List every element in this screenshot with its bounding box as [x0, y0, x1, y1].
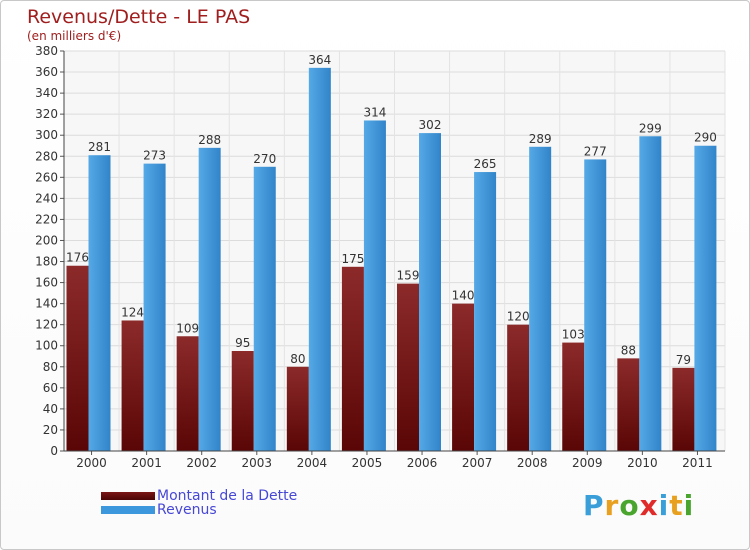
bar-revenus	[419, 133, 441, 451]
y-tick-label: 340	[35, 86, 58, 100]
y-tick-label: 0	[50, 444, 58, 458]
value-label-debt: 120	[507, 310, 530, 324]
x-tick-label: 2009	[572, 456, 603, 470]
x-tick-label: 2011	[682, 456, 713, 470]
logo-letter: r	[604, 489, 620, 522]
x-tick-label: 2001	[131, 456, 162, 470]
legend-label-debt: Montant de la Dette	[157, 488, 298, 504]
value-label-debt: 103	[562, 328, 585, 342]
bar-debt	[452, 303, 475, 451]
value-label-revenus: 281	[88, 140, 111, 154]
logo-letter: i	[658, 489, 670, 522]
y-tick-label: 60	[43, 381, 58, 395]
y-tick-label: 240	[35, 191, 58, 205]
y-tick-label: 100	[35, 339, 58, 353]
legend-label-revenus: Revenus	[157, 502, 217, 518]
legend-item-revenus: Revenus	[101, 502, 217, 518]
x-tick-label: 2004	[297, 456, 328, 470]
y-tick-label: 160	[35, 276, 58, 290]
bar-debt	[231, 351, 254, 451]
value-label-revenus: 364	[308, 53, 331, 67]
bar-debt	[341, 266, 364, 451]
bar-debt	[562, 342, 585, 451]
value-label-debt: 79	[676, 353, 691, 367]
y-tick-label: 140	[35, 297, 58, 311]
value-label-revenus: 288	[198, 133, 221, 147]
x-tick-label: 2000	[76, 456, 107, 470]
y-tick-label: 120	[35, 318, 58, 332]
bar-debt	[286, 366, 309, 451]
bar-debt	[66, 265, 89, 451]
y-tick-label: 280	[35, 149, 58, 163]
y-tick-label: 180	[35, 255, 58, 269]
value-label-debt: 175	[341, 252, 364, 266]
y-tick-label: 380	[35, 44, 58, 58]
legend-item-debt: Montant de la Dette	[101, 488, 297, 504]
x-tick-label: 2005	[352, 456, 383, 470]
y-tick-label: 80	[43, 360, 58, 374]
bar-revenus	[584, 159, 607, 451]
value-label-debt: 95	[235, 336, 250, 350]
bar-revenus	[308, 67, 331, 451]
bar-debt	[672, 367, 695, 451]
x-tick-label: 2008	[517, 456, 548, 470]
value-label-revenus: 270	[253, 152, 276, 166]
legend-swatch-revenus	[101, 506, 155, 514]
bar-revenus	[474, 172, 497, 452]
bar-debt	[176, 336, 199, 451]
bar-revenus	[198, 147, 221, 451]
value-label-debt: 88	[621, 343, 636, 357]
value-label-revenus: 290	[694, 131, 717, 145]
bar-debt	[507, 324, 530, 451]
y-tick-label: 300	[35, 128, 58, 142]
x-tick-label: 2006	[407, 456, 438, 470]
bar-revenus	[143, 163, 166, 451]
x-tick-label: 2007	[462, 456, 493, 470]
y-tick-label: 200	[35, 233, 58, 247]
bar-revenus	[253, 166, 276, 451]
y-tick-label: 320	[35, 107, 58, 121]
value-label-debt: 124	[121, 305, 144, 319]
chart-title: Revenus/Dette - LE PAS	[27, 6, 251, 28]
x-tick-label: 2002	[186, 456, 217, 470]
value-label-revenus: 277	[584, 144, 607, 158]
value-label-revenus: 299	[639, 121, 662, 135]
bar-revenus	[639, 136, 662, 451]
bar-revenus	[694, 145, 717, 451]
bar-revenus	[529, 146, 552, 451]
value-label-revenus: 273	[143, 149, 166, 163]
bar-debt	[617, 358, 640, 451]
bar-debt	[397, 283, 419, 451]
x-tick-label: 2003	[242, 456, 273, 470]
y-tick-label: 20	[43, 423, 58, 437]
logo-letter: P	[583, 489, 605, 522]
y-tick-label: 40	[43, 402, 58, 416]
legend-swatch-debt	[101, 492, 155, 500]
value-label-debt: 109	[176, 321, 199, 335]
logo-letter: t	[669, 489, 684, 522]
bar-revenus	[88, 155, 111, 452]
y-tick-label: 260	[35, 170, 58, 184]
value-label-revenus: 265	[474, 157, 497, 171]
bar-debt	[121, 320, 144, 451]
bar-revenus	[363, 120, 386, 451]
value-label-revenus: 302	[419, 118, 442, 132]
y-tick-label: 220	[35, 212, 58, 226]
value-label-debt: 80	[290, 352, 305, 366]
logo-letter: o	[619, 489, 640, 522]
chart-subtitle: (en milliers d'€)	[27, 29, 122, 43]
logo-letter: x	[639, 489, 659, 522]
x-tick-label: 2010	[627, 456, 658, 470]
logo-letter: i	[683, 489, 695, 522]
proxiti-logo: Proxiti	[583, 489, 694, 522]
y-tick-label: 360	[35, 65, 58, 79]
value-label-debt: 159	[397, 269, 420, 283]
value-label-debt: 176	[66, 251, 89, 265]
value-label-revenus: 289	[529, 132, 552, 146]
value-label-revenus: 314	[363, 105, 386, 119]
value-label-debt: 140	[452, 289, 475, 303]
